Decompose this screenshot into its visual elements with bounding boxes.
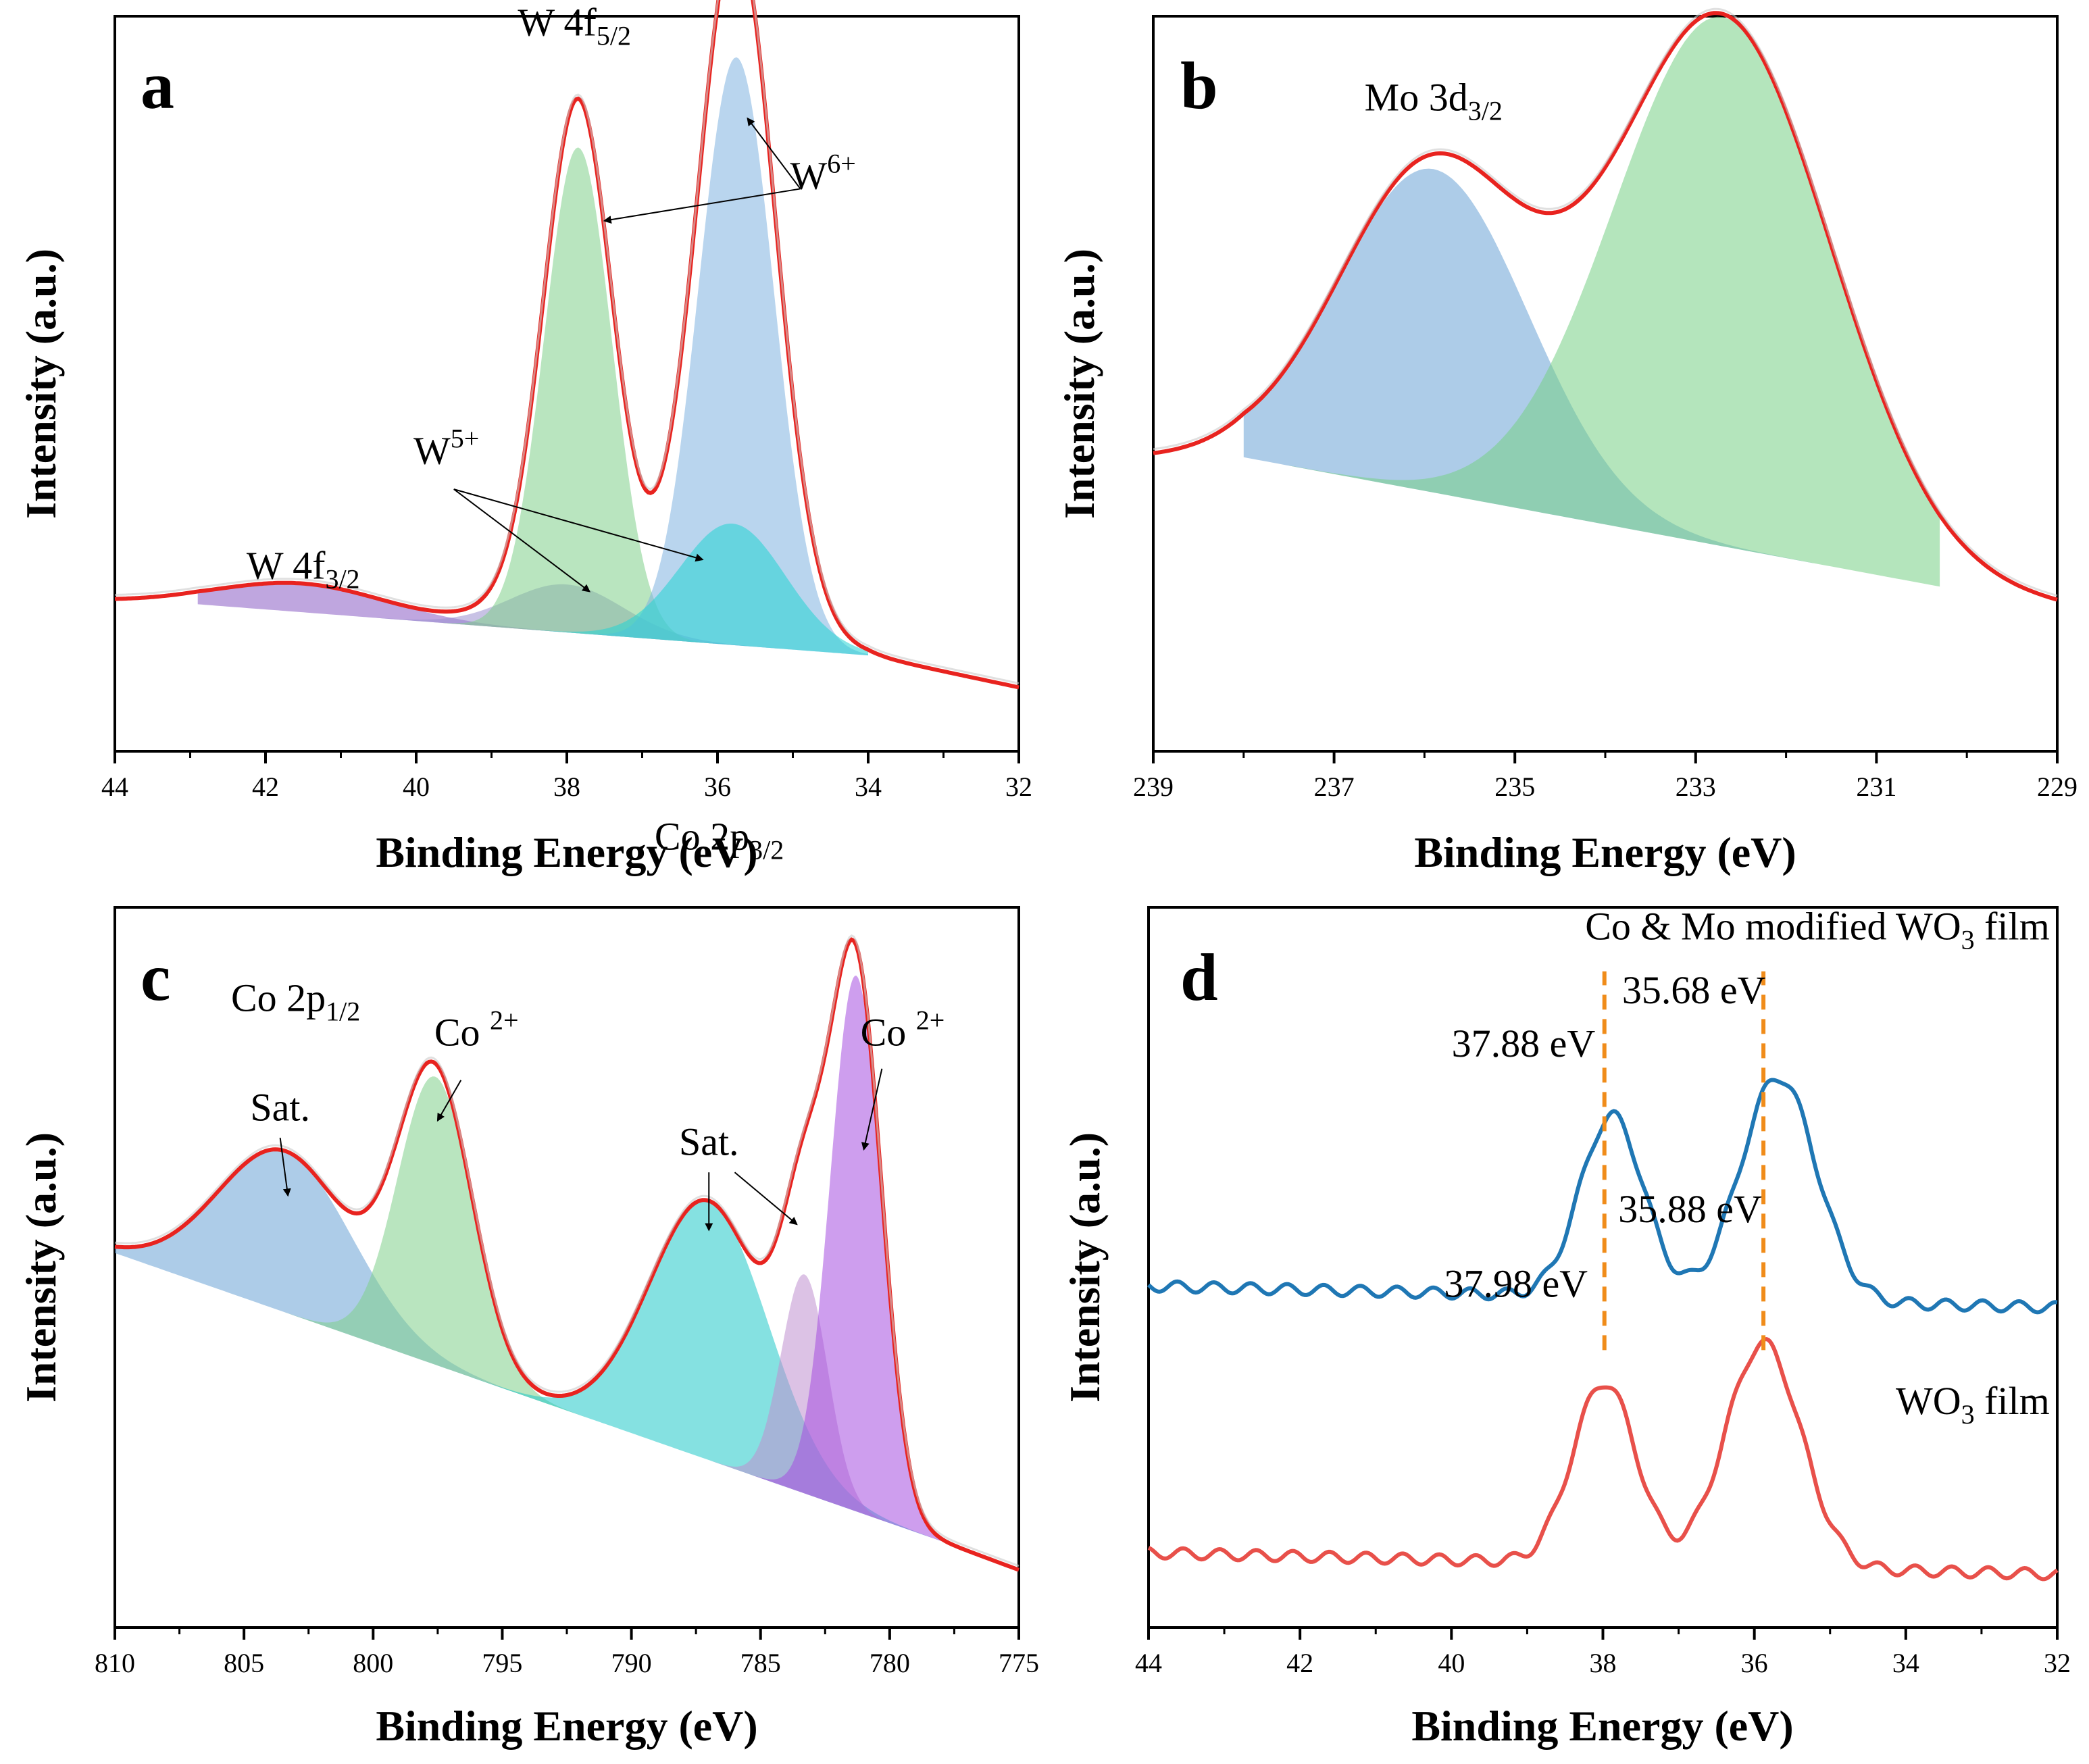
peak-label: Co 2+: [434, 1005, 519, 1055]
x-tick-label: 810: [95, 1648, 135, 1678]
x-tick-label: 42: [1286, 1648, 1313, 1678]
panel-c-envelope: [114, 934, 1020, 1572]
panel-b-envelope: [1153, 7, 2058, 602]
component-peak-1: [115, 1149, 554, 1407]
annotation-arrow: [747, 117, 801, 190]
component-peak-4: [585, 57, 868, 656]
peak-label: Co 2p3/2: [655, 815, 784, 865]
panel-c-xlabel: Binding Energy (eV): [376, 1702, 757, 1750]
panel-b-xlabel: Binding Energy (eV): [1414, 828, 1796, 876]
x-tick-label: 805: [224, 1648, 264, 1678]
x-tick-label: 38: [1590, 1648, 1617, 1678]
x-tick-label: 36: [704, 772, 731, 802]
component-peak-3: [443, 147, 714, 644]
x-tick-label: 233: [1676, 772, 1716, 802]
peak-energy-label: 35.68 eV: [1622, 968, 1766, 1012]
annotation-arrow: [453, 488, 591, 593]
peak-label: Sat.: [250, 1086, 310, 1130]
component-peak-2: [1288, 16, 1940, 587]
x-tick-label: 34: [855, 772, 882, 802]
raw-spectrum: [114, 934, 1020, 1567]
panel-c-annotations: Co 2p1/2 Co 2p3/2 Sat. Sat. Co 2+ Co 2+: [231, 815, 945, 1232]
panel-a-x-ticks: 44 42 40 38 36 34 32: [101, 751, 1032, 802]
panel-a-ylabel: Intensity (a.u.): [17, 249, 65, 519]
peak-label: W 4f3/2: [247, 544, 360, 595]
annotation-arrow: [279, 1137, 291, 1197]
x-tick-label: 44: [1135, 1648, 1162, 1678]
peak-label: W5+: [413, 423, 479, 472]
annotation-arrow: [436, 1080, 462, 1122]
panel-a: 44 42 40 38 36 34 32 a Binding Energy (eV) Int…: [17, 0, 1032, 876]
peak-energy-label: 37.98 eV: [1444, 1261, 1588, 1305]
component-peak-5: [753, 976, 942, 1542]
x-tick-label: 40: [403, 772, 430, 802]
panel-c-x-ticks: 810 805 800 795 790 785 780 775: [95, 1628, 1039, 1678]
peak-energy-label: 35.88 eV: [1618, 1187, 1762, 1231]
annotation-arrow: [603, 188, 801, 224]
fitted-envelope: [1153, 11, 2058, 602]
annotation-arrow: [453, 488, 704, 562]
component-peak-5: [522, 524, 868, 656]
peak-label: W6+: [790, 148, 855, 197]
panel-d-x-ticks: 44 42 40 38 36 34 32: [1135, 1628, 2071, 1678]
panel-b-ylabel: Intensity (a.u.): [1055, 249, 1103, 519]
raw-spectrum: [114, 0, 1020, 684]
series-label: WO3 film: [1896, 1379, 2050, 1430]
panel-d: 44 42 40 38 36 34 32 d Binding Energy (eV) Int…: [1061, 904, 2071, 1750]
panel-c-letter: c: [141, 940, 170, 1015]
x-tick-label: 239: [1133, 772, 1174, 802]
x-tick-label: 32: [1005, 772, 1032, 802]
x-tick-label: 231: [1856, 772, 1896, 802]
annotation-arrow: [861, 1068, 883, 1151]
component-peak-2: [285, 1076, 585, 1417]
spectrum-line-2: [1147, 1337, 2059, 1582]
panel-a-xlabel: Binding Energy (eV): [376, 828, 757, 876]
peak-label: W 4f5/2: [518, 0, 631, 51]
panel-c-components: [115, 976, 942, 1542]
x-tick-label: 44: [101, 772, 128, 802]
series-label: Co & Mo modified WO3 film: [1585, 904, 2050, 955]
component-peak-3: [471, 1200, 942, 1542]
peak-energy-label: 37.88 eV: [1452, 1022, 1596, 1065]
panel-a-annotations: W 4f3/2W 4f5/2W 4f7/2W6+W5+: [247, 0, 856, 595]
x-tick-label: 229: [2037, 772, 2078, 802]
annotation-arrow: [734, 1171, 798, 1226]
peak-label: Mo 3d3/2: [1365, 75, 1503, 126]
x-tick-label: 38: [553, 772, 580, 802]
panel-d-letter: d: [1180, 940, 1218, 1015]
x-tick-label: 237: [1314, 772, 1355, 802]
component-peak-1: [1243, 168, 1813, 563]
panel-c-ylabel: Intensity (a.u.): [17, 1132, 65, 1403]
panel-b-x-ticks: 239 237 235 233 231 229: [1133, 751, 2078, 802]
x-tick-label: 32: [2044, 1648, 2071, 1678]
panel-d-xlabel: Binding Energy (eV): [1411, 1702, 1793, 1750]
panel-b-components: [1243, 16, 1940, 587]
x-tick-label: 34: [1892, 1648, 1919, 1678]
peak-label: Sat.: [679, 1120, 739, 1164]
panel-b: 239 237 235 233 231 229 b Binding Energy (eV)…: [1055, 7, 2078, 876]
x-tick-label: 36: [1741, 1648, 1768, 1678]
panel-d-ylabel: Intensity (a.u.): [1061, 1132, 1109, 1403]
x-tick-label: 795: [482, 1648, 522, 1678]
x-tick-label: 40: [1438, 1648, 1465, 1678]
x-tick-label: 775: [999, 1648, 1039, 1678]
component-peak-4: [711, 1274, 898, 1526]
panel-c: 810 805 800 795 790 785 780 775 c Binding Energ…: [17, 815, 1039, 1750]
x-tick-label: 235: [1494, 772, 1535, 802]
panel-a-letter: a: [141, 48, 174, 123]
panel-b-letter: b: [1180, 48, 1218, 123]
x-tick-label: 790: [611, 1648, 652, 1678]
panel-b-annotations: Mo 3d3/2Mo 3d5/2: [1365, 75, 1503, 126]
peak-label: Co 2+: [861, 1005, 945, 1055]
x-tick-label: 42: [252, 772, 279, 802]
x-tick-label: 800: [353, 1648, 393, 1678]
peak-label: Co 2p1/2: [231, 976, 360, 1027]
raw-spectrum: [1153, 7, 2058, 597]
panel-d-lines: [1147, 971, 2059, 1582]
panel-a-envelope: [114, 0, 1020, 690]
x-tick-label: 780: [870, 1648, 910, 1678]
x-tick-label: 785: [740, 1648, 781, 1678]
panel-d-annotations: Co & Mo modified WO3 film WO3 film 37.88 e…: [1444, 904, 2049, 1430]
